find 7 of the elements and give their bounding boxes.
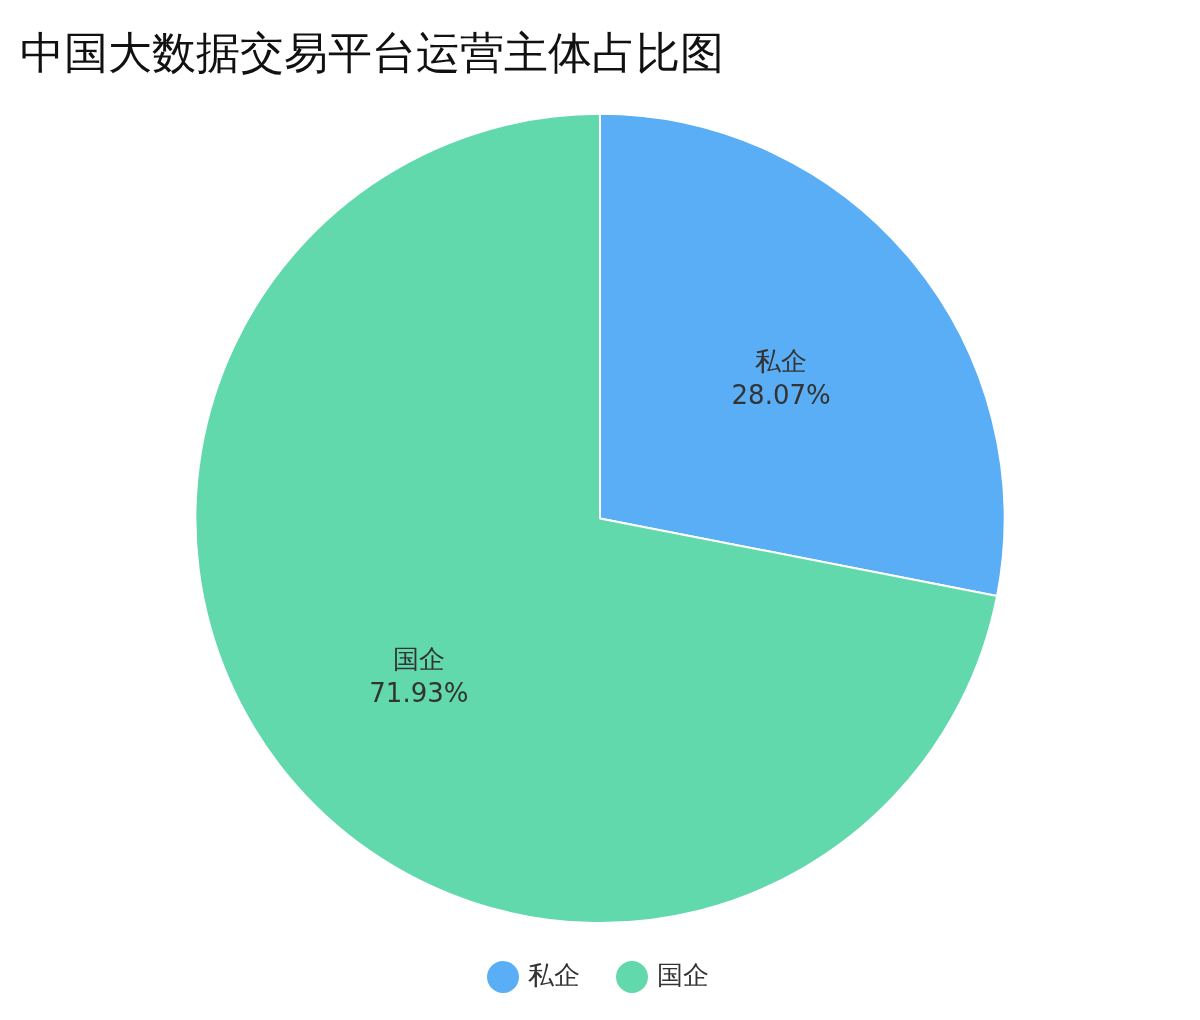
- slice-label: 国企: [392, 644, 445, 675]
- data-label: 28.07%: [731, 379, 831, 410]
- legend-label: 私企: [528, 959, 580, 990]
- legend-label: 国企: [657, 959, 709, 990]
- slice-label: 私企: [755, 345, 808, 376]
- data-label: 71.93%: [369, 678, 469, 709]
- chart-title: 中国大数据交易平台运营主体占比图: [20, 26, 724, 78]
